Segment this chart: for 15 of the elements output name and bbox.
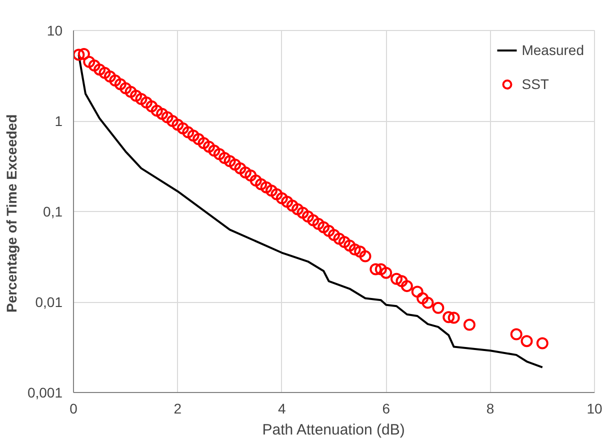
y-tick-label: 0,01 <box>35 294 63 310</box>
x-tick-label: 8 <box>486 400 494 416</box>
y-tick-label: 10 <box>46 22 63 38</box>
y-tick-label: 0,1 <box>43 204 63 220</box>
x-tick-label: 4 <box>278 400 286 416</box>
y-axis-title: Percentage of Time Exceeded <box>3 114 20 313</box>
legend-label: SST <box>522 76 549 92</box>
y-tick-label: 0,001 <box>27 384 63 400</box>
x-tick-label: 6 <box>382 400 390 416</box>
legend-label: Measured <box>522 42 584 58</box>
x-axis-title: Path Attenuation (dB) <box>262 422 405 438</box>
x-tick-label: 10 <box>586 400 602 416</box>
y-tick-label: 1 <box>54 113 63 129</box>
x-tick-label: 2 <box>174 400 182 416</box>
x-tick-label: 0 <box>70 400 78 416</box>
